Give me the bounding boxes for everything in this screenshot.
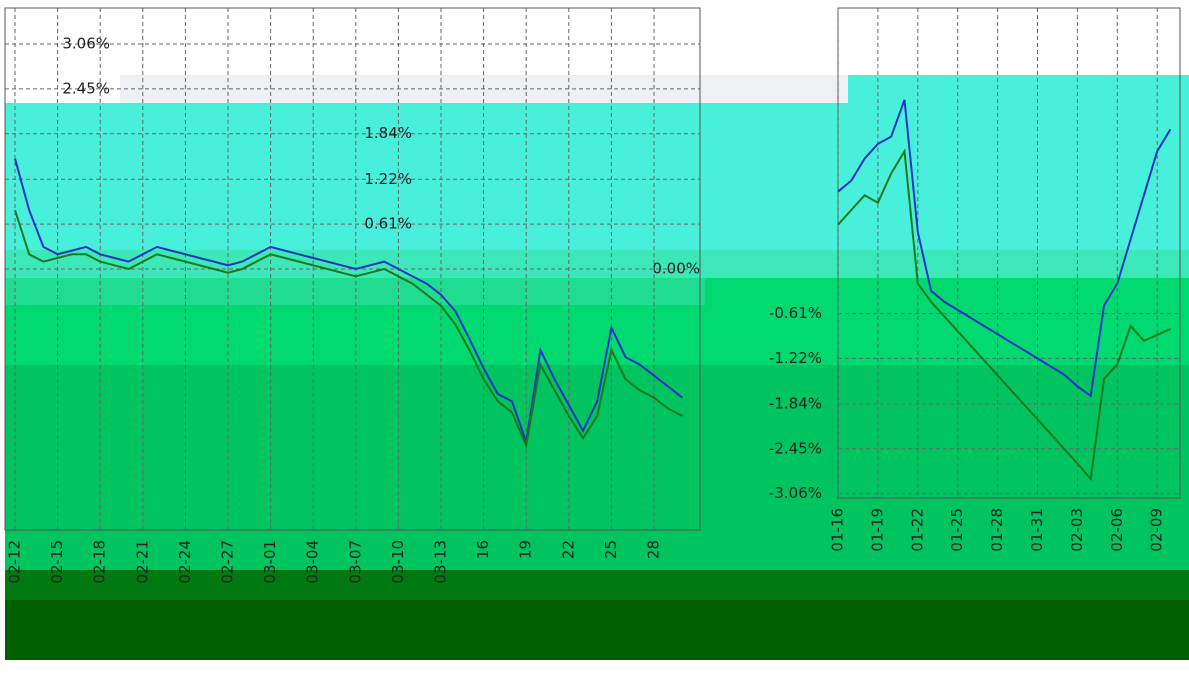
green-panel-dark (5, 365, 1189, 570)
y-tick-label: 0.61% (364, 215, 412, 233)
y-tick-label: -1.22% (769, 349, 822, 367)
x-tick-label: 02-03 (1068, 508, 1086, 552)
x-tick-label: 01-31 (1028, 508, 1046, 552)
x-tick-label: 01-28 (988, 508, 1006, 552)
x-tick-label: 02-21 (133, 540, 151, 584)
x-tick-label: 03-01 (261, 540, 279, 584)
x-tick-label: 02-06 (1108, 508, 1126, 552)
x-tick-label: 02-27 (219, 540, 237, 584)
x-tick-label: 02-15 (48, 540, 66, 584)
y-tick-label: -2.45% (769, 439, 822, 457)
x-tick-label: 02-18 (91, 540, 109, 584)
x-tick-label: 25 (602, 540, 620, 559)
x-tick-label: 03-13 (432, 540, 450, 584)
dark-green-panel (5, 600, 1189, 660)
y-tick-label: 2.45% (62, 79, 110, 97)
x-tick-label: 28 (645, 540, 663, 559)
y-tick-label: 1.22% (364, 170, 412, 188)
data-line (837, 148, 1171, 482)
data-line (14, 158, 684, 443)
y-tick-label: 1.84% (364, 124, 412, 142)
green-band (5, 278, 705, 305)
x-tick-label: 03-07 (346, 540, 364, 584)
x-tick-label: 01-25 (948, 508, 966, 552)
x-tick-label: 02-24 (176, 540, 194, 584)
data-line (837, 99, 1172, 398)
green-panel (5, 305, 1189, 365)
x-tick-label: 01-22 (908, 508, 926, 552)
green-panel (705, 278, 1189, 305)
y-tick-label: -0.61% (769, 304, 822, 322)
x-tick-label: 03-04 (304, 540, 322, 584)
x-tick-label: 19 (517, 540, 535, 559)
cyan-panel (848, 75, 1189, 250)
y-tick-label: -1.84% (769, 394, 822, 412)
x-tick-label: 16 (474, 540, 492, 559)
x-tick-label: 01-16 (829, 508, 847, 552)
data-line (14, 209, 683, 449)
x-tick-label: 22 (559, 540, 577, 559)
x-tick-label: 03-10 (389, 540, 407, 584)
x-tick-label: 02-09 (1148, 508, 1166, 552)
y-tick-label: 3.06% (62, 35, 110, 53)
dark-green-band (5, 570, 1189, 600)
cyan-panel (5, 103, 848, 250)
y-tick-label: 0.00% (652, 260, 700, 278)
cyan-green-band (5, 250, 1189, 278)
y-tick-label: -3.06% (769, 484, 822, 502)
x-tick-label: 01-19 (868, 508, 886, 552)
x-tick-label: 02-12 (6, 540, 24, 584)
